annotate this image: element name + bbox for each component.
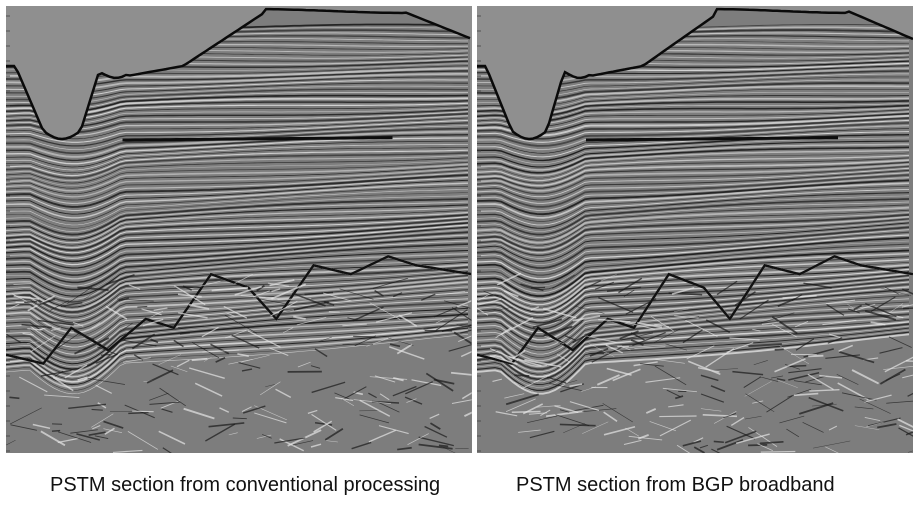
caption-conventional: PSTM section from conventional processin… xyxy=(50,474,441,496)
seismic-image-broadband xyxy=(477,6,913,453)
seismic-section-broadband xyxy=(477,6,913,453)
seismic-image-conventional xyxy=(6,6,472,453)
caption-broadband: PSTM section from BGP broadband xyxy=(516,474,835,496)
seismic-section-conventional xyxy=(6,6,472,453)
